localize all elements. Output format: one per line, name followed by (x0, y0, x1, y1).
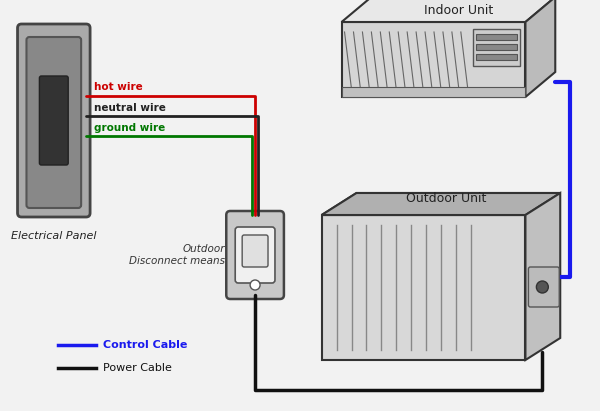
Text: hot wire: hot wire (94, 82, 143, 92)
FancyBboxPatch shape (242, 235, 268, 267)
Text: Control Cable: Control Cable (103, 340, 187, 350)
Text: Outdoor
Disconnect means: Outdoor Disconnect means (129, 244, 225, 266)
FancyBboxPatch shape (473, 29, 520, 66)
Text: Outdoor Unit: Outdoor Unit (406, 192, 486, 205)
FancyBboxPatch shape (476, 44, 517, 50)
Polygon shape (322, 193, 560, 215)
Circle shape (536, 281, 548, 293)
Text: Electrical Panel: Electrical Panel (11, 231, 97, 241)
Polygon shape (322, 193, 560, 215)
Polygon shape (341, 0, 555, 22)
FancyBboxPatch shape (235, 227, 275, 283)
FancyBboxPatch shape (17, 24, 90, 217)
FancyBboxPatch shape (476, 54, 517, 60)
FancyBboxPatch shape (40, 76, 68, 165)
Text: ground wire: ground wire (94, 123, 166, 133)
FancyBboxPatch shape (226, 211, 284, 299)
Text: Power Cable: Power Cable (103, 363, 172, 373)
FancyBboxPatch shape (476, 34, 517, 40)
FancyBboxPatch shape (529, 267, 559, 307)
Text: neutral wire: neutral wire (94, 103, 166, 113)
Circle shape (250, 280, 260, 290)
Polygon shape (322, 215, 526, 360)
Text: Indoor Unit: Indoor Unit (424, 4, 493, 17)
Polygon shape (341, 22, 526, 97)
Polygon shape (526, 0, 555, 97)
FancyBboxPatch shape (26, 37, 81, 208)
Polygon shape (341, 87, 526, 97)
Polygon shape (526, 193, 560, 360)
